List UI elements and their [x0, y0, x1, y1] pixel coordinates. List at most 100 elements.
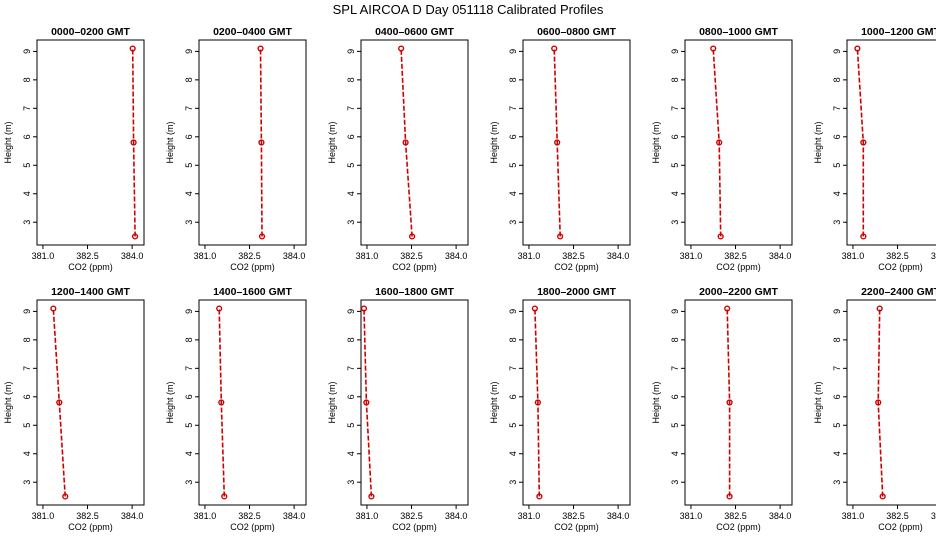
data-point-3 [50, 305, 57, 312]
profile-line [712, 48, 722, 237]
x-tick-label: 381.0 [518, 251, 541, 261]
data-point-1 [536, 493, 543, 500]
profile-panel-8: 1400–1600 GMT 3 4 5 6 7 8 9 381.0 382.5 384.0 CO2 (… [165, 286, 307, 532]
x-axis-label: CO2 (ppm) [230, 522, 275, 532]
y-tick-label: 3 [670, 220, 680, 225]
y-tick-label: 6 [508, 134, 518, 139]
plot-frame [846, 299, 936, 506]
y-tick-label: 5 [184, 163, 194, 168]
panel-title: 1000–1200 GMT [861, 26, 936, 38]
x-tick-label: 382.5 [562, 251, 585, 261]
panel-title: 0000–0200 GMT [51, 26, 130, 38]
y-axis-label: Height (m) [3, 381, 13, 423]
y-tick-label: 9 [508, 309, 518, 314]
panel-title: 1400–1600 GMT [213, 286, 292, 298]
x-tick-label: 384.0 [445, 511, 468, 521]
y-tick-label: 8 [22, 77, 32, 82]
y-tick-label: 7 [22, 366, 32, 371]
x-tick-label: 381.0 [842, 251, 865, 261]
panel-title: 0800–1000 GMT [699, 26, 778, 38]
y-tick-label: 7 [346, 106, 356, 111]
x-tick-label: 384.0 [931, 251, 936, 261]
y-tick-label: 9 [184, 49, 194, 54]
y-tick-label: 4 [670, 451, 680, 456]
x-tick-label: 382.5 [400, 511, 423, 521]
data-point-2 [258, 139, 265, 146]
panel-title: 0400–0600 GMT [375, 26, 454, 38]
y-tick-label: 9 [346, 309, 356, 314]
data-point-1 [860, 233, 867, 240]
y-tick-label: 9 [22, 309, 32, 314]
y-tick-label: 5 [508, 423, 518, 428]
y-tick-label: 3 [184, 480, 194, 485]
y-tick-label: 4 [832, 451, 842, 456]
x-tick-label: 381.0 [356, 511, 379, 521]
profile-panel-3: 0400–0600 GMT 3 4 5 6 7 8 9 381.0 382.5 384.0 CO2 (… [327, 26, 469, 272]
y-tick-label: 8 [832, 337, 842, 342]
y-tick-label: 9 [346, 49, 356, 54]
x-tick-label: 384.0 [607, 511, 630, 521]
y-tick-label: 4 [508, 451, 518, 456]
y-axis-label: Height (m) [651, 381, 661, 423]
y-tick-label: 7 [508, 106, 518, 111]
y-tick-label: 6 [22, 134, 32, 139]
data-point-1 [62, 493, 69, 500]
panel-grid: 0000–0200 GMT 3 4 5 6 7 8 9 381.0 382.5 384.0 CO2 (… [3, 26, 936, 532]
data-point-1 [409, 233, 416, 240]
y-axis-label: Height (m) [813, 381, 823, 423]
profile-line [856, 48, 865, 237]
y-tick-label: 9 [832, 309, 842, 314]
y-tick-label: 8 [508, 337, 518, 342]
data-point-2 [716, 139, 723, 146]
profile-panel-4: 0600–0800 GMT 3 4 5 6 7 8 9 381.0 382.5 384.0 CO2 (… [489, 26, 631, 272]
y-axis-label: Height (m) [165, 381, 175, 423]
y-tick-label: 7 [184, 106, 194, 111]
x-tick-label: 381.0 [32, 511, 55, 521]
y-tick-label: 7 [832, 106, 842, 111]
profile-panel-10: 1800–2000 GMT 3 4 5 6 7 8 9 381.0 382.5 384.0 CO2 (… [489, 286, 631, 532]
x-tick-label: 381.0 [194, 251, 217, 261]
x-tick-label: 384.0 [607, 251, 630, 261]
x-tick-label: 384.0 [931, 511, 936, 521]
profile-panel-12: 2200–2400 GMT 3 4 5 6 7 8 9 381.0 382.5 384.0 CO2 (… [813, 286, 936, 532]
x-tick-label: 382.5 [238, 511, 261, 521]
data-point-2 [130, 139, 137, 146]
y-tick-label: 4 [508, 191, 518, 196]
profile-panel-2: 0200–0400 GMT 3 4 5 6 7 8 9 381.0 382.5 384.0 CO2 (… [165, 26, 307, 272]
data-point-1 [258, 233, 266, 240]
y-tick-label: 8 [184, 337, 194, 342]
data-point-3 [724, 305, 731, 312]
x-tick-label: 382.5 [886, 511, 909, 521]
y-tick-label: 3 [832, 480, 842, 485]
y-tick-label: 4 [832, 191, 842, 196]
y-tick-label: 3 [508, 480, 518, 485]
y-tick-label: 6 [832, 394, 842, 399]
plot-frame [360, 39, 469, 246]
data-point-3 [398, 45, 405, 52]
x-tick-label: 382.5 [238, 251, 261, 261]
y-tick-label: 8 [346, 77, 356, 82]
profile-panel-7: 1200–1400 GMT 3 4 5 6 7 8 9 381.0 382.5 384.0 CO2 (… [3, 286, 145, 532]
x-axis-label: CO2 (ppm) [68, 522, 113, 532]
data-point-2 [554, 139, 561, 146]
y-tick-label: 5 [184, 423, 194, 428]
plot-frame [684, 299, 793, 506]
x-tick-label: 382.5 [76, 251, 99, 261]
panel-title: 1800–2000 GMT [537, 286, 616, 298]
y-tick-label: 3 [832, 220, 842, 225]
data-point-3 [129, 45, 136, 52]
y-tick-label: 5 [508, 163, 518, 168]
x-tick-label: 381.0 [842, 511, 865, 521]
y-axis-label: Height (m) [651, 121, 661, 163]
x-tick-label: 382.5 [724, 511, 747, 521]
data-point-2 [218, 399, 225, 406]
y-axis-label: Height (m) [489, 381, 499, 423]
y-tick-label: 4 [346, 191, 356, 196]
data-point-2 [363, 399, 370, 406]
panel-title: 2000–2200 GMT [699, 286, 778, 298]
data-point-3 [531, 305, 538, 312]
x-tick-label: 381.0 [194, 511, 217, 521]
x-axis-label: CO2 (ppm) [554, 262, 599, 272]
y-axis-label: Height (m) [327, 121, 337, 163]
